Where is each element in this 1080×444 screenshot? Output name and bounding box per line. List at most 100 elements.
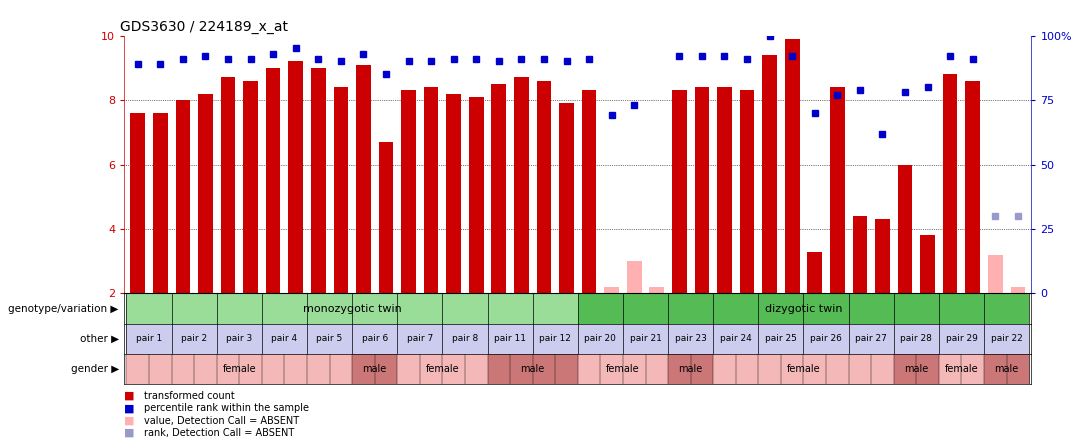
- Bar: [894, 354, 939, 384]
- Text: female: female: [426, 364, 459, 374]
- Bar: [491, 84, 507, 293]
- Bar: [423, 87, 438, 293]
- Bar: [849, 324, 894, 354]
- Text: pair 21: pair 21: [630, 334, 661, 343]
- Text: pair 7: pair 7: [407, 334, 433, 343]
- Text: male: male: [995, 364, 1018, 374]
- Bar: [537, 81, 551, 293]
- Bar: [831, 87, 845, 293]
- Bar: [669, 324, 713, 354]
- Bar: [939, 324, 984, 354]
- Text: pair 20: pair 20: [584, 334, 617, 343]
- Bar: [623, 324, 669, 354]
- Bar: [966, 81, 980, 293]
- Bar: [397, 354, 487, 384]
- Text: GDS3630 / 224189_x_at: GDS3630 / 224189_x_at: [120, 20, 287, 35]
- Bar: [804, 324, 849, 354]
- Text: percentile rank within the sample: percentile rank within the sample: [144, 403, 309, 413]
- Text: male: male: [904, 364, 929, 374]
- Bar: [920, 235, 935, 293]
- Bar: [578, 354, 669, 384]
- Bar: [740, 90, 755, 293]
- Bar: [261, 324, 307, 354]
- Bar: [217, 324, 261, 354]
- Text: pair 12: pair 12: [539, 334, 571, 343]
- Bar: [578, 293, 1029, 324]
- Text: male: male: [521, 364, 544, 374]
- Bar: [243, 81, 258, 293]
- Bar: [532, 324, 578, 354]
- Bar: [288, 61, 303, 293]
- Text: pair 26: pair 26: [810, 334, 842, 343]
- Bar: [785, 39, 799, 293]
- Text: pair 25: pair 25: [765, 334, 797, 343]
- Text: female: female: [222, 364, 256, 374]
- Text: ■: ■: [124, 391, 135, 401]
- Bar: [649, 287, 664, 293]
- Bar: [352, 354, 397, 384]
- Text: male: male: [678, 364, 703, 374]
- Bar: [672, 90, 687, 293]
- Text: pair 27: pair 27: [855, 334, 887, 343]
- Bar: [943, 74, 958, 293]
- Bar: [126, 354, 352, 384]
- Bar: [446, 94, 461, 293]
- Text: pair 4: pair 4: [271, 334, 297, 343]
- Text: pair 22: pair 22: [990, 334, 1023, 343]
- Bar: [559, 103, 573, 293]
- Bar: [808, 252, 822, 293]
- Bar: [397, 324, 443, 354]
- Bar: [401, 90, 416, 293]
- Bar: [626, 261, 642, 293]
- Bar: [717, 87, 732, 293]
- Bar: [713, 324, 758, 354]
- Text: female: female: [606, 364, 639, 374]
- Bar: [984, 354, 1029, 384]
- Bar: [514, 77, 529, 293]
- Text: pair 24: pair 24: [720, 334, 752, 343]
- Bar: [131, 113, 145, 293]
- Text: pair 2: pair 2: [181, 334, 207, 343]
- Text: pair 3: pair 3: [226, 334, 253, 343]
- Bar: [172, 324, 217, 354]
- Text: pair 5: pair 5: [316, 334, 342, 343]
- Bar: [1011, 287, 1025, 293]
- Bar: [153, 113, 167, 293]
- Bar: [334, 87, 348, 293]
- Bar: [356, 64, 370, 293]
- Bar: [220, 77, 235, 293]
- Text: transformed count: transformed count: [144, 391, 234, 401]
- Bar: [311, 68, 325, 293]
- Bar: [713, 354, 894, 384]
- Bar: [126, 324, 172, 354]
- Text: ■: ■: [124, 428, 135, 438]
- Bar: [582, 90, 596, 293]
- Text: pair 6: pair 6: [362, 334, 388, 343]
- Bar: [988, 255, 1002, 293]
- Bar: [443, 324, 487, 354]
- Text: female: female: [786, 364, 821, 374]
- Bar: [984, 324, 1029, 354]
- Text: ■: ■: [124, 403, 135, 413]
- Text: genotype/variation ▶: genotype/variation ▶: [9, 304, 119, 313]
- Text: male: male: [363, 364, 387, 374]
- Bar: [379, 142, 393, 293]
- Text: monozygotic twin: monozygotic twin: [302, 304, 402, 313]
- Bar: [487, 324, 532, 354]
- Bar: [894, 324, 939, 354]
- Bar: [578, 324, 623, 354]
- Text: ■: ■: [124, 416, 135, 426]
- Bar: [307, 324, 352, 354]
- Bar: [897, 165, 913, 293]
- Bar: [176, 100, 190, 293]
- Text: other ▶: other ▶: [80, 334, 119, 344]
- Bar: [352, 324, 397, 354]
- Bar: [198, 94, 213, 293]
- Bar: [694, 87, 710, 293]
- Bar: [605, 287, 619, 293]
- Bar: [762, 55, 777, 293]
- Bar: [875, 219, 890, 293]
- Bar: [852, 216, 867, 293]
- Text: pair 8: pair 8: [451, 334, 478, 343]
- Text: gender ▶: gender ▶: [70, 364, 119, 374]
